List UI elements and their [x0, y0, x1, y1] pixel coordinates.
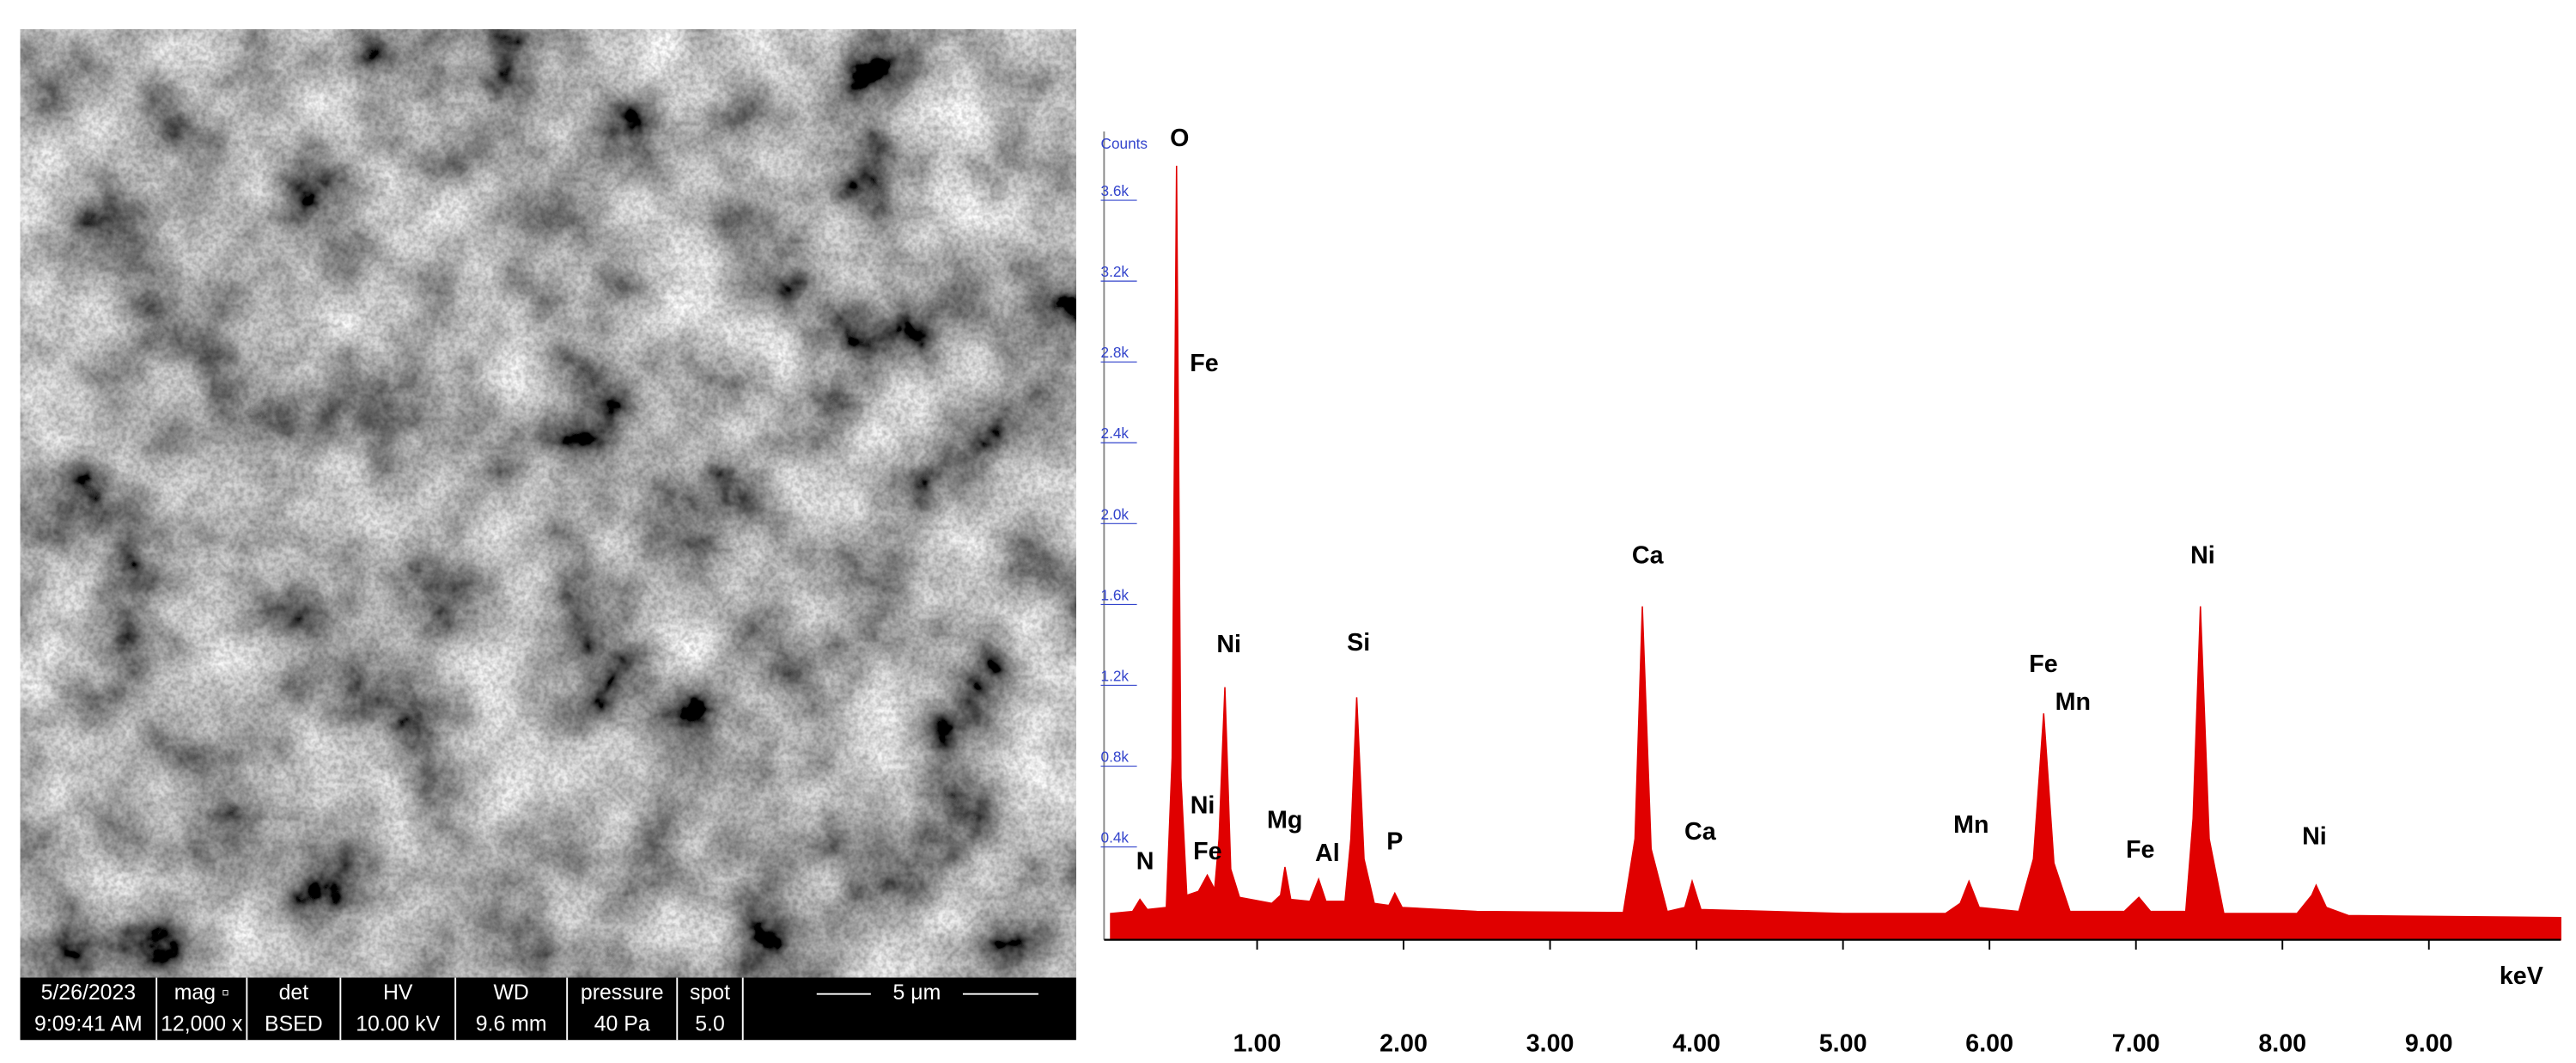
x-tick-label: 4.00 [1672, 1030, 1720, 1058]
peak-label: Mn [2055, 688, 2091, 716]
x-tick-label: 9.00 [2405, 1030, 2453, 1058]
x-tick-label: 6.00 [1965, 1030, 2013, 1058]
eds-spectrum: 0.4k 0.8k 1.2k 1.6k 2.0k 2.4k 2.8k 3.2k 3.6k Coun… [1100, 125, 2561, 1058]
peak-label: Fe [2126, 836, 2154, 864]
peak-label: Mn [1953, 811, 1988, 839]
x-tick-label: 2.00 [1379, 1030, 1428, 1058]
info-value: 9:09:41 AM [34, 1013, 143, 1036]
peak-label: O [1170, 125, 1189, 152]
info-header: det [279, 981, 309, 1005]
info-value: 5.0 [695, 1013, 725, 1036]
x-tick-label: 5.00 [1819, 1030, 1867, 1058]
peak-label: Fe [2029, 651, 2057, 678]
info-value: 9.6 mm [476, 1013, 547, 1036]
peak-label: Ca [1684, 818, 1717, 846]
info-value: 10.00 kV [356, 1013, 440, 1036]
scale-label: 5 μm [893, 981, 941, 1005]
peak-label: Al [1315, 840, 1340, 867]
info-header: WD [493, 981, 528, 1005]
peak-label: N [1136, 847, 1154, 875]
y-tick-label: 2.4k [1101, 425, 1130, 442]
peak-label: Ni [1191, 791, 1215, 819]
peak-label: Mg [1267, 807, 1302, 834]
y-tick-label: 1.2k [1101, 667, 1130, 684]
peak-label: Si [1347, 629, 1370, 657]
y-tick-label: 3.2k [1101, 263, 1130, 280]
peak-label: Ni [2302, 823, 2327, 851]
peak-label: Fe [1190, 350, 1218, 377]
y-tick-label: 1.6k [1101, 586, 1130, 603]
info-value: 40 Pa [594, 1013, 650, 1036]
sem-info-bar: 5/26/2023 9:09:41 AM mag ▫ 12,000 x det BSED H… [20, 977, 1076, 1041]
x-tick-label: 7.00 [2112, 1030, 2160, 1058]
x-tick-label: 3.00 [1526, 1030, 1574, 1058]
peak-label: Ca [1632, 542, 1665, 570]
y-axis-label: Counts [1101, 135, 1148, 152]
x-tick-label: 8.00 [2258, 1030, 2306, 1058]
y-tick-label: 0.8k [1101, 748, 1130, 766]
info-header: HV [383, 981, 413, 1005]
peak-label: P [1386, 828, 1403, 855]
y-tick-label: 0.4k [1101, 829, 1130, 846]
info-header: 5/26/2023 [41, 981, 137, 1005]
peak-label: Ni [1216, 631, 1241, 658]
sem-image [20, 29, 1076, 978]
x-axis-label: keV [2500, 962, 2543, 990]
x-tick-label: 1.00 [1233, 1030, 1282, 1058]
info-value: BSED [265, 1013, 323, 1036]
info-header: mag ▫ [174, 981, 229, 1005]
spectrum [1110, 165, 2561, 941]
peak-label: Fe [1193, 838, 1221, 865]
info-header: pressure [581, 981, 664, 1005]
info-value: 12,000 x [161, 1013, 243, 1036]
y-tick-label: 2.0k [1101, 505, 1130, 522]
y-tick-label: 3.6k [1101, 182, 1130, 199]
y-tick-label: 2.8k [1101, 344, 1130, 361]
peak-label: Ni [2190, 542, 2215, 570]
info-header: spot [690, 981, 730, 1005]
